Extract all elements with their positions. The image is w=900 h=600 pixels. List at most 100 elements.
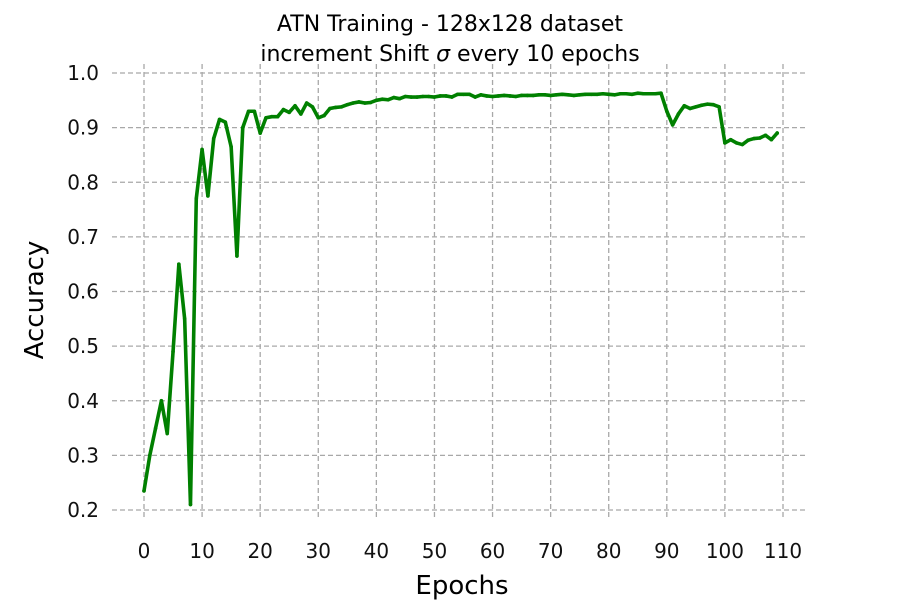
chart-title: ATN Training - 128x128 dataset increment…: [260, 12, 639, 67]
x-tick-label: 20: [247, 539, 272, 563]
title-line-2: increment Shift σ every 10 epochs: [260, 42, 639, 67]
data-point: [699, 103, 704, 108]
data-point: [740, 142, 745, 147]
x-tick-label: 10: [189, 539, 214, 563]
data-point: [618, 91, 623, 96]
data-point: [531, 93, 536, 98]
data-point: [496, 94, 501, 98]
data-point: [415, 95, 419, 99]
data-point: [554, 93, 559, 97]
title-line-2-suffix: every 10 epochs: [450, 42, 640, 67]
data-point: [560, 92, 565, 97]
data-point: [601, 91, 605, 96]
data-point: [647, 91, 652, 96]
data-point: [397, 96, 402, 101]
data-point: [612, 93, 617, 97]
data-point: [362, 101, 367, 105]
data-point: [665, 109, 669, 114]
data-point: [705, 102, 710, 106]
y-tick-label: 0.2: [67, 498, 99, 522]
y-tick-label: 0.5: [67, 334, 99, 358]
data-point: [153, 426, 158, 430]
data-point: [182, 317, 187, 321]
x-tick-label: 90: [654, 539, 679, 563]
data-point: [287, 110, 292, 115]
data-point: [345, 102, 350, 107]
title-sigma-symbol: σ: [436, 42, 451, 67]
data-point: [606, 92, 611, 97]
data-point: [589, 92, 594, 97]
data-point: [490, 94, 495, 99]
x-tick-label: 110: [764, 539, 802, 563]
data-point: [380, 97, 384, 102]
y-tick-label: 0.7: [67, 225, 99, 249]
data-point: [525, 93, 530, 98]
x-tick-label: 80: [596, 539, 621, 563]
data-point: [670, 123, 675, 127]
data-point: [635, 91, 640, 96]
data-point: [641, 91, 646, 96]
data-point: [513, 94, 518, 99]
data-point: [316, 115, 321, 120]
data-point: [484, 94, 489, 98]
data-point: [194, 196, 199, 201]
data-point: [461, 92, 466, 97]
x-tick-label: 30: [306, 539, 331, 563]
data-point: [252, 109, 257, 114]
data-point: [577, 93, 582, 97]
data-point: [339, 105, 344, 109]
data-point: [351, 101, 355, 105]
data-point: [165, 431, 170, 436]
y-tick-label: 0.9: [67, 116, 99, 140]
y-tick-label: 0.8: [67, 170, 99, 194]
title-line-2-prefix: increment Shift: [260, 42, 436, 67]
data-point: [630, 92, 634, 97]
data-point: [723, 141, 727, 145]
data-point: [717, 105, 721, 109]
data-point: [659, 91, 663, 96]
data-point: [543, 93, 547, 97]
data-point: [728, 137, 733, 142]
data-point: [357, 100, 361, 104]
data-point: [177, 262, 181, 266]
x-axis-label: Epochs: [415, 571, 508, 600]
data-point: [293, 103, 297, 108]
grid-lines: [112, 64, 808, 520]
data-point: [426, 94, 431, 99]
data-point: [240, 125, 245, 130]
data-point: [694, 105, 698, 109]
data-point: [763, 133, 768, 138]
data-point: [264, 115, 268, 120]
data-point: [281, 107, 286, 112]
data-point: [432, 95, 437, 99]
data-point: [537, 93, 541, 97]
data-point: [229, 144, 233, 149]
data-point: [450, 95, 454, 99]
data-point: [403, 94, 408, 99]
data-point: [299, 112, 303, 116]
data-point: [258, 131, 262, 135]
data-point: [328, 106, 332, 111]
data-point: [653, 91, 657, 96]
data-point: [566, 93, 570, 97]
data-point: [438, 94, 443, 98]
data-point: [682, 103, 687, 108]
x-tick-label: 50: [422, 539, 447, 563]
data-point: [757, 136, 762, 140]
data-point: [421, 94, 425, 99]
data-point: [188, 502, 193, 507]
data-point: [444, 94, 448, 98]
x-tick-label: 60: [480, 539, 505, 563]
y-tick-label: 0.3: [67, 443, 99, 467]
x-tick-label: 70: [538, 539, 563, 563]
data-point: [519, 93, 524, 98]
data-point: [455, 92, 460, 97]
data-point: [304, 101, 309, 105]
data-point: [171, 349, 175, 354]
data-series: [142, 91, 779, 507]
data-point: [572, 93, 576, 98]
x-tick-label: 0: [138, 539, 151, 563]
data-point: [467, 92, 472, 97]
